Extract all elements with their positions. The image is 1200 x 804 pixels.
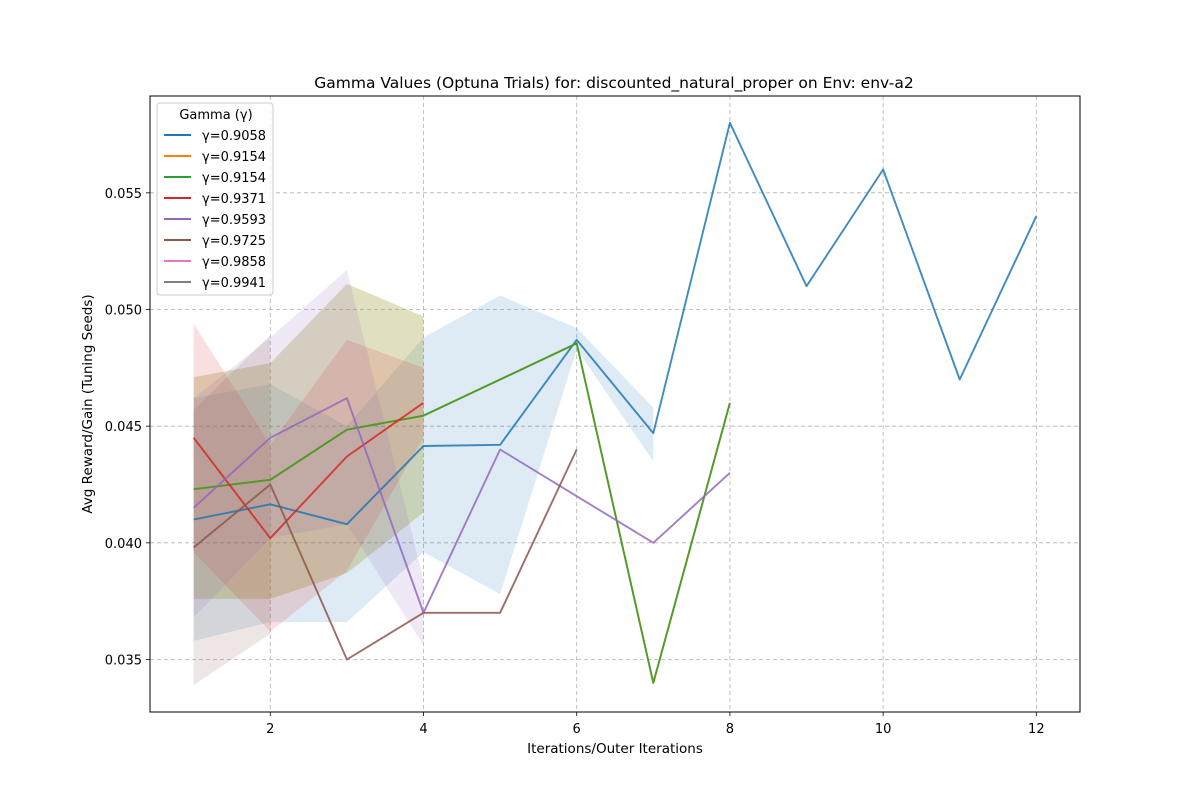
legend-label: γ=0.9858 bbox=[202, 255, 266, 270]
legend-label: γ=0.9058 bbox=[202, 129, 266, 144]
chart-title: Gamma Values (Optuna Trials) for: discou… bbox=[314, 74, 914, 93]
legend-label: γ=0.9371 bbox=[202, 192, 266, 207]
series-line-3 bbox=[192, 402, 425, 540]
x-tick-label: 4 bbox=[419, 722, 427, 737]
confidence-band-series-3 bbox=[193, 323, 424, 632]
legend-label: γ=0.9941 bbox=[202, 276, 266, 291]
plot-frame bbox=[149, 95, 1081, 713]
legend-label: γ=0.9154 bbox=[202, 150, 266, 165]
series-line-2 bbox=[193, 342, 731, 684]
confidence-bands bbox=[193, 269, 654, 686]
legend-title: Gamma (γ) bbox=[179, 108, 252, 123]
legend-items: γ=0.9058 γ=0.9154 γ=0.9154 γ=0.9371 γ=0.9593… bbox=[164, 129, 266, 291]
y-axis-ticks: 0.035 0.040 0.045 0.050 0.055 bbox=[105, 187, 150, 669]
confidence-band-series-1 bbox=[193, 283, 424, 599]
y-tick-label: 0.040 bbox=[105, 537, 142, 552]
x-axis-label: Iterations/Outer Iterations bbox=[527, 741, 703, 757]
legend-label: γ=0.9593 bbox=[202, 213, 266, 228]
y-tick-label: 0.050 bbox=[105, 304, 142, 319]
series-lines bbox=[192, 121, 1038, 684]
legend-label: γ=0.9725 bbox=[202, 234, 266, 249]
confidence-band-series-5 bbox=[193, 335, 271, 686]
y-axis-label: Avg Reward/Gain (Tuning Seeds) bbox=[80, 294, 96, 513]
x-axis-ticks: 2 4 6 8 10 12 bbox=[266, 712, 1045, 737]
x-tick-label: 6 bbox=[573, 722, 581, 737]
x-tick-label: 10 bbox=[875, 722, 892, 737]
legend-label: γ=0.9154 bbox=[202, 171, 266, 186]
series-line-4 bbox=[193, 397, 731, 614]
confidence-band-series-0 bbox=[193, 295, 654, 641]
legend-box bbox=[156, 102, 274, 296]
y-tick-label: 0.055 bbox=[105, 187, 142, 202]
confidence-band-series-2 bbox=[193, 283, 424, 599]
x-tick-label: 8 bbox=[726, 722, 734, 737]
series-line-0 bbox=[193, 121, 1038, 526]
legend: Gamma (γ) γ=0.9058 γ=0.9154 γ=0.9154 γ=0.93… bbox=[156, 102, 274, 296]
x-tick-label: 2 bbox=[266, 722, 274, 737]
confidence-band-series-4 bbox=[193, 269, 424, 646]
y-tick-label: 0.045 bbox=[105, 420, 142, 435]
y-tick-label: 0.035 bbox=[105, 654, 142, 669]
x-tick-label: 12 bbox=[1028, 722, 1045, 737]
series-line-5 bbox=[193, 449, 578, 661]
